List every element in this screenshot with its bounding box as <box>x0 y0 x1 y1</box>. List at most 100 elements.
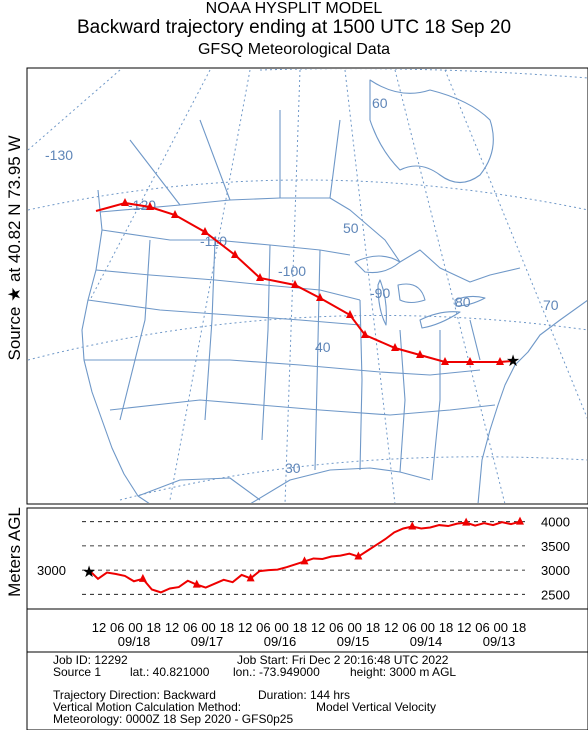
map-trajectory-markers <box>121 198 504 365</box>
map-marker <box>316 293 324 301</box>
boundaries <box>81 79 587 503</box>
info-lat: lat.: 40.821000 <box>130 665 210 679</box>
state-line-g <box>204 239 216 421</box>
height-marker <box>354 551 363 560</box>
info-source-1: Source 1 <box>53 665 102 679</box>
lon-label-130: -130 <box>45 147 73 163</box>
lake-michigan <box>377 279 387 326</box>
lake-ontario <box>454 295 486 307</box>
info-vertical-motion: Vertical Motion Calculation Method: <box>53 700 242 714</box>
info-job-start: Job Start: Fri Dec 2 20:16:48 UTC 2022 <box>237 653 449 667</box>
state-line-h <box>261 244 271 441</box>
time-tick-label: 00 <box>128 620 142 635</box>
hudson-bay <box>369 79 494 184</box>
info-panel-frame <box>26 651 588 730</box>
time-tick-label: 06 <box>475 620 489 635</box>
lon-line-120 <box>89 69 211 301</box>
map-marker <box>361 330 369 338</box>
lat-label-40: 40 <box>315 339 331 355</box>
time-tick-label: 18 <box>439 620 453 635</box>
map-marker <box>466 357 474 365</box>
time-tick-label: 12 <box>92 620 106 635</box>
date-tick-labels: 09/18 09/17 09/16 09/15 09/14 09/13 <box>118 634 516 649</box>
time-tick-label: 18 <box>147 620 161 635</box>
lat-label-60: 60 <box>372 95 388 111</box>
time-tick-label: 18 <box>512 620 526 635</box>
map-source-star: ★ <box>506 353 520 370</box>
time-tick-labels: 12 06 00 18 12 06 00 18 12 06 00 18 12 06 00 18 12 06 00 18… <box>92 620 527 635</box>
title-line-2: Backward trajectory ending at 1500 UTC 1… <box>76 17 512 38</box>
lon-line-130 <box>28 69 121 151</box>
lake-erie <box>419 311 461 329</box>
map-marker <box>291 280 299 288</box>
map-marker <box>391 343 399 351</box>
map-marker <box>346 310 354 318</box>
height-marker <box>192 579 201 588</box>
lon-label-100: -100 <box>278 263 306 279</box>
canada-provinces <box>129 110 341 206</box>
state-line-m <box>469 319 481 361</box>
time-tick-label: 12 <box>384 620 398 635</box>
lake-huron <box>397 283 426 304</box>
map-marker <box>171 210 179 218</box>
map: -130 -120 -110 -100 -90 80 70 60 50 40 3… <box>28 69 587 503</box>
date-tick-label: 09/15 <box>337 634 370 649</box>
pacific-coastline <box>81 189 150 503</box>
time-tick-label: 12 <box>238 620 252 635</box>
map-trajectory-line <box>95 201 513 363</box>
height-marker <box>246 573 255 582</box>
start-height-label: 3000 <box>37 563 66 578</box>
time-tick-label: 12 <box>457 620 471 635</box>
time-tick-label: 00 <box>201 620 215 635</box>
lat-line-50 <box>28 179 587 211</box>
map-marker <box>416 350 424 358</box>
title-line-1: NOAA HYSPLIT MODEL <box>205 0 383 17</box>
state-line-d <box>84 359 481 376</box>
info-meteorology: Meteorology: 0000Z 18 Sep 2020 - GFS0p25 <box>53 712 294 726</box>
date-tick-label: 09/16 <box>264 634 297 649</box>
time-tick-label: 06 <box>329 620 343 635</box>
lat-line-30 <box>119 456 587 501</box>
time-tick-label: 06 <box>183 620 197 635</box>
date-tick-label: 09/17 <box>191 634 224 649</box>
time-tick-label: 06 <box>256 620 270 635</box>
gulf-coastline <box>250 467 431 503</box>
info-job-id: Job ID: 12292 <box>53 653 128 667</box>
state-line-j <box>359 299 363 471</box>
map-marker <box>441 357 449 365</box>
longitude-lines <box>28 69 587 503</box>
state-line-a <box>101 229 351 256</box>
map-marker <box>146 202 154 210</box>
lat-line-40 <box>28 314 587 361</box>
info-height: height: 3000 m AGL <box>350 665 457 679</box>
time-tick-label: 18 <box>293 620 307 635</box>
lon-label-90: -90 <box>370 285 390 301</box>
height-marker <box>138 573 147 582</box>
y-tick-label: 2500 <box>541 587 570 602</box>
lon-line-70 <box>444 69 587 419</box>
atlantic-coastline <box>477 300 587 503</box>
info-vertical-model: Model Vertical Velocity <box>316 700 437 714</box>
lake-superior <box>354 255 401 274</box>
state-line-b <box>95 269 361 301</box>
latitude-lines <box>28 69 587 501</box>
time-tick-label: 00 <box>347 620 361 635</box>
date-tick-label: 09/18 <box>118 634 151 649</box>
lon-label-80: 80 <box>455 294 471 310</box>
state-line-i <box>314 249 321 471</box>
info-trajectory-direction: Trajectory Direction: Backward <box>53 688 216 702</box>
time-tick-label: 00 <box>494 620 508 635</box>
state-line-c <box>87 299 361 326</box>
y-tick-label: 3000 <box>541 563 570 578</box>
state-line-k <box>399 329 406 473</box>
time-tick-label: 00 <box>420 620 434 635</box>
info-duration: Duration: 144 hrs <box>258 688 351 702</box>
us-mexico-border <box>137 477 261 501</box>
state-line-f <box>119 239 151 421</box>
lat-label-30: 30 <box>285 460 301 476</box>
y-tick-label: 3500 <box>541 539 570 554</box>
info-lon: lon.: -73.949000 <box>233 665 320 679</box>
lon-line-100 <box>284 69 301 503</box>
map-marker <box>231 250 239 258</box>
time-tick-label: 18 <box>366 620 380 635</box>
